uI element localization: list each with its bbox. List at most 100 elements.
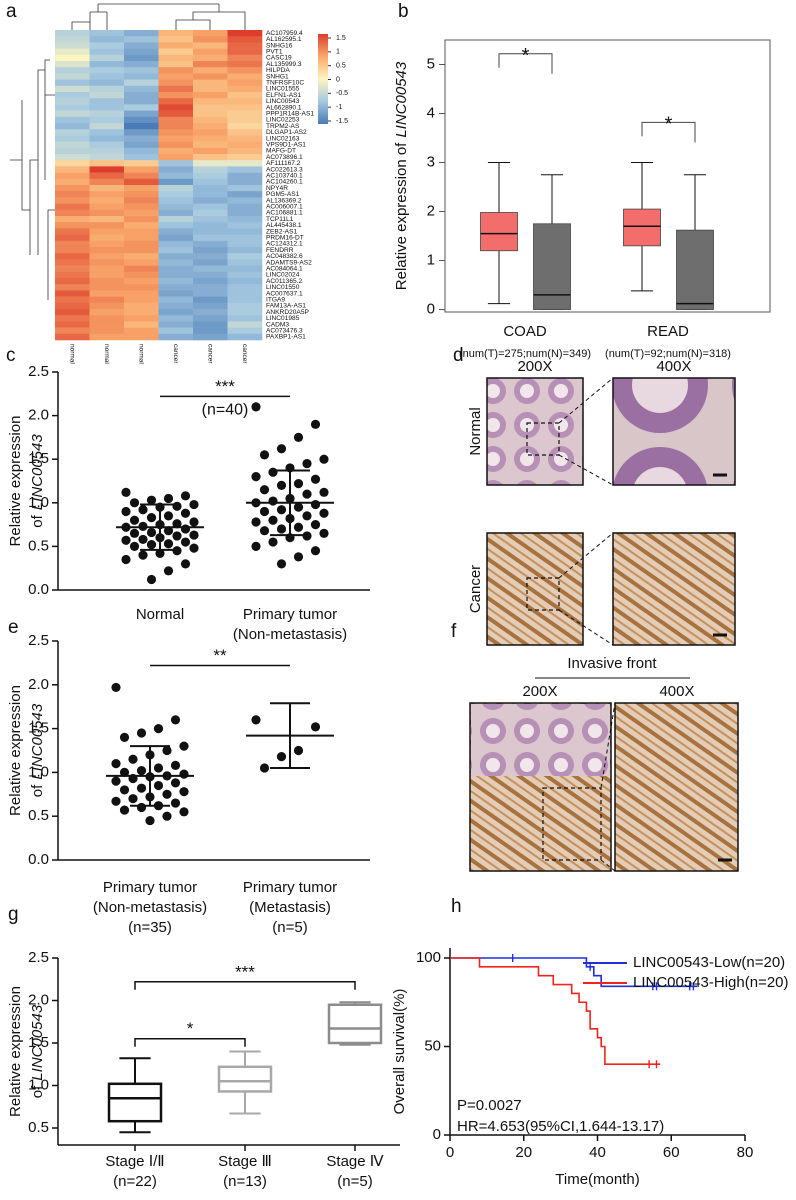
heatmap-cell: [124, 104, 159, 111]
heatmap-cell: [55, 315, 90, 322]
heatmap-cell: [55, 197, 90, 204]
colorbar-label: 0.5: [336, 63, 346, 70]
data-point: [146, 495, 157, 505]
data-point: [170, 778, 181, 788]
row-label: SNHG16: [266, 42, 293, 49]
heatmap-cell: [124, 135, 159, 142]
row-label: PRDM16-DT: [266, 234, 304, 241]
data-point: [170, 760, 181, 770]
row-label: HILPDA: [266, 67, 290, 74]
data-point: [129, 541, 140, 552]
heatmap-cell: [227, 98, 263, 105]
heatmap-cell: [89, 172, 125, 180]
heatmap-cell: [193, 327, 228, 335]
heatmap-cell: [193, 123, 228, 130]
heatmap-cell: [55, 321, 90, 328]
heatmap-cell: [193, 278, 228, 285]
heatmap-cell: [124, 284, 159, 291]
heatmap-cell: [158, 135, 194, 142]
column-label: cancer: [172, 344, 179, 364]
data-point: [276, 480, 287, 490]
heatmap-cell: [55, 259, 90, 266]
heatmap-cell: [89, 216, 125, 223]
panel-label: e: [8, 617, 19, 638]
row-label: AC107959.4: [266, 30, 303, 37]
heatmap-cell: [158, 203, 194, 211]
heatmap-cell: [158, 61, 194, 68]
significance-bracket: [134, 1038, 246, 1047]
heatmap-cell: [193, 141, 228, 149]
heatmap-cell: [158, 166, 194, 173]
heatmap-cell: [193, 98, 228, 105]
heatmap-cell: [89, 209, 125, 217]
heatmap-cell: [55, 234, 90, 242]
y-tick-label: 1.0: [28, 494, 49, 511]
heatmap-cell: [193, 309, 228, 316]
heatmap-cell: [55, 309, 90, 316]
heatmap-cell: [227, 222, 263, 229]
heatmap-cell: [89, 160, 125, 167]
heatmap-cell: [55, 185, 90, 192]
heatmap-cell: [227, 321, 263, 328]
heatmap-cell: [158, 116, 194, 124]
row-label: VPS9D1-AS1: [266, 141, 306, 148]
row-label: AC124312.1: [266, 241, 303, 248]
heatmap-cell: [193, 191, 228, 198]
data-point: [319, 487, 329, 497]
heatmap-cell: [158, 265, 194, 273]
heatmap-cell: [158, 240, 194, 248]
heatmap-cell: [124, 327, 159, 335]
heatmap-cell: [55, 85, 90, 93]
data-point: [259, 763, 270, 773]
sample-count: (num(T)=92;num(N)=318): [605, 348, 731, 360]
data-point: [162, 745, 172, 756]
heatmap-cell: [193, 302, 228, 310]
heatmap-cell: [193, 129, 228, 136]
significance-label: ***: [215, 377, 235, 396]
heatmap-cell: [124, 228, 159, 235]
heatmap-cell: [89, 259, 125, 266]
y-tick-label: 5: [427, 55, 435, 72]
panel-label: a: [6, 1, 17, 22]
row-label: Normal: [467, 407, 484, 455]
y-tick-label: 0: [433, 1126, 441, 1143]
heatmap-cell: [124, 309, 159, 316]
row-label: TCP11L1: [266, 216, 294, 223]
heatmap-cell: [158, 228, 194, 235]
heatmap-cell: [227, 259, 263, 266]
heatmap-cell: [89, 203, 125, 211]
heatmap-cell: [124, 85, 159, 93]
column-title: 200X: [517, 358, 552, 375]
y-tick-label: 2.5: [28, 632, 49, 649]
heatmap-cell: [89, 222, 125, 229]
heatmap-cell: [124, 191, 159, 198]
heatmap-cell: [55, 290, 90, 297]
row-label: ZEB2-AS1: [266, 228, 297, 235]
y-tick-label: 2.0: [28, 407, 49, 424]
heatmap-cell: [227, 123, 263, 130]
data-point: [128, 754, 138, 764]
heatmap-cell: [227, 160, 263, 167]
data-point: [302, 489, 312, 499]
heatmap-cell: [124, 116, 159, 124]
row-label: AC022613.3: [266, 166, 303, 173]
data-point: [310, 474, 321, 484]
heatmap-cell: [89, 141, 125, 149]
y-axis-label-part: of: [29, 1085, 46, 1098]
y-axis-label-part: LINC00543: [29, 703, 46, 780]
heatmap-cell: [193, 92, 228, 99]
data-point: [189, 517, 199, 527]
data-point: [129, 498, 140, 508]
heatmap-cell: [124, 73, 159, 80]
heatmap-cell: [158, 327, 194, 335]
data-point: [310, 520, 321, 530]
heatmap-cell: [158, 191, 194, 198]
heatmap-cell: [158, 141, 194, 149]
row-label: ELFN1-AS1: [266, 92, 302, 99]
heatmap-cell: [89, 302, 125, 310]
heatmap-cell: [227, 278, 263, 285]
row-label: MAFG-DT: [266, 148, 296, 155]
row-label: ANKRD20A5P: [266, 309, 309, 316]
heatmap-cell: [89, 240, 125, 248]
data-point: [180, 524, 191, 534]
